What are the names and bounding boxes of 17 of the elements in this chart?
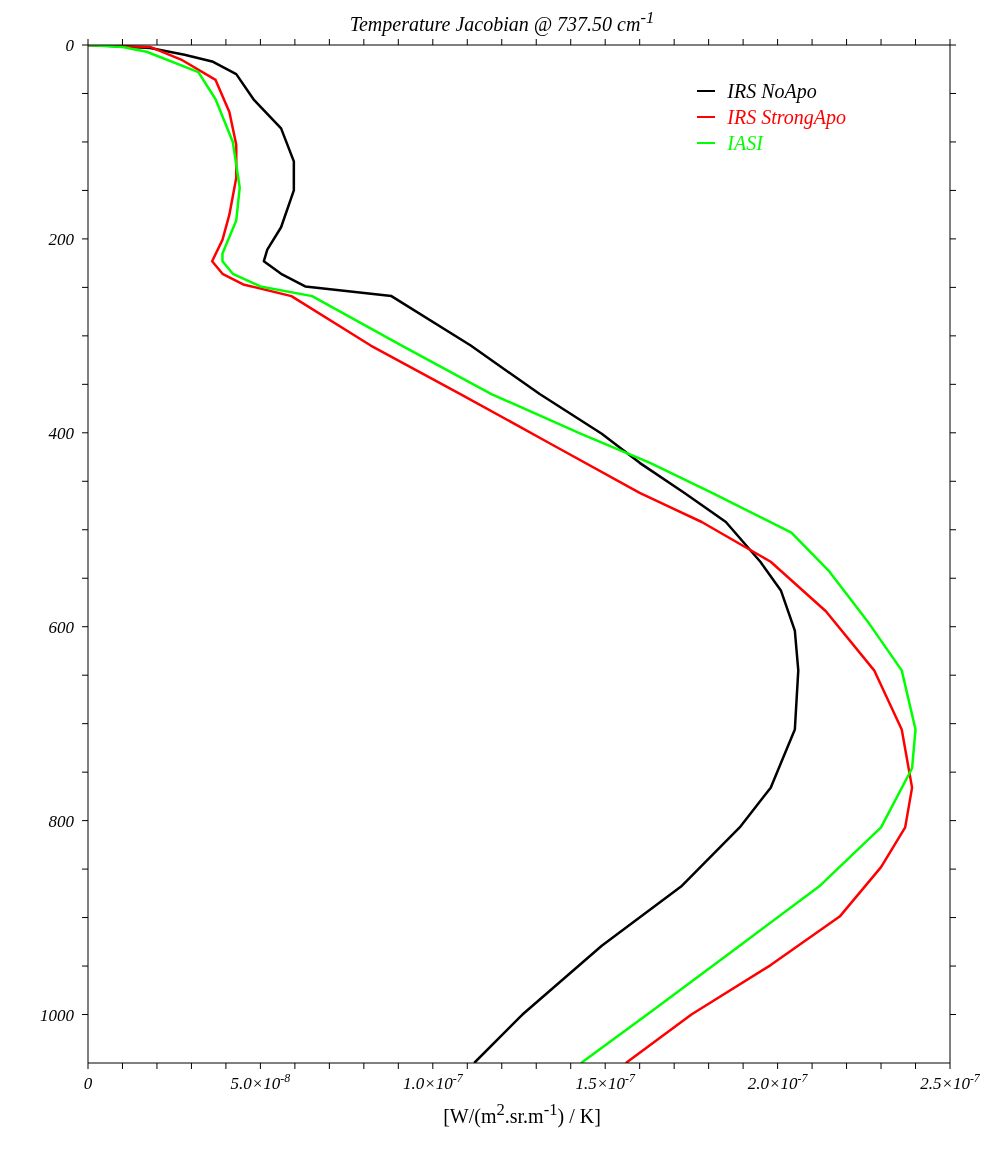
x-tick-label: 1.0×10$^{-7}$ [402, 1071, 464, 1093]
x-tick-label: 2.5×10$^{-7}$ [920, 1071, 981, 1093]
x-tick-label: 2.0×10$^{-7}$ [747, 1071, 809, 1093]
x-tick-label: 1.5×10$^{-7}$ [575, 1071, 637, 1093]
x-axis-title: [W/(m$^{2}$.sr.m$^{-1}$) / K] [442, 1100, 602, 1128]
legend-label: IASI [727, 131, 763, 156]
y-tick-label: 800 [48, 811, 75, 831]
y-tick-label: 600 [48, 617, 75, 637]
legend-label: IRS StrongApo [727, 105, 846, 130]
y-tick-label: 400 [48, 423, 75, 443]
x-tick-label: 5.0×10$^{-8}$ [230, 1071, 291, 1093]
y-tick-label: 1000 [40, 1005, 75, 1025]
chart-title: Temperature Jacobian @ 737.50 cm$^{-1}$ [348, 8, 656, 35]
y-tick-label: 200 [48, 229, 75, 249]
x-tick-label: 0 [83, 1074, 93, 1093]
y-tick-label: 0 [65, 36, 75, 55]
legend-label: IRS NoApo [727, 79, 817, 104]
